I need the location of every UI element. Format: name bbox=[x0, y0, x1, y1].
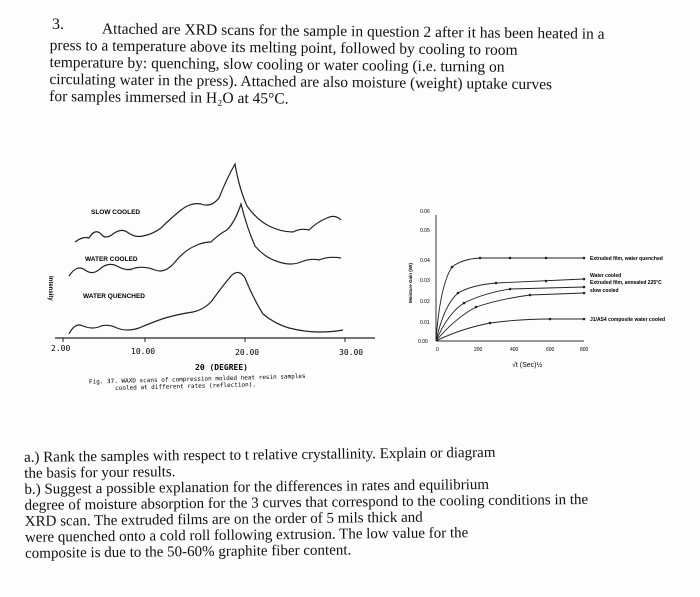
marker bbox=[488, 321, 492, 325]
xrd-tick-label-2: 10.00 bbox=[131, 347, 155, 356]
uptake-y-tick-1: 0.01 bbox=[420, 320, 430, 326]
legend-water-quenched: Extruded film, water quenched bbox=[590, 256, 663, 262]
uptake-x-tick-0: 0 bbox=[436, 347, 439, 353]
marker bbox=[494, 281, 498, 285]
uptake-y-tick-2: 0.02 bbox=[420, 299, 430, 305]
uptake-x-tick-4: 800 bbox=[580, 347, 589, 353]
xrd-curve-water-quenched bbox=[68, 271, 344, 335]
marker bbox=[544, 279, 548, 283]
marker bbox=[462, 301, 466, 305]
marker bbox=[508, 287, 512, 291]
marker bbox=[474, 305, 478, 309]
uptake-x-tick-1: 200 bbox=[474, 347, 483, 353]
uptake-legend: Extruded film, water quenched Water cool… bbox=[590, 256, 665, 323]
marker bbox=[582, 291, 586, 295]
xrd-caption-line-2: cooled at different rates (reflection). bbox=[115, 381, 256, 392]
question-number: 3. bbox=[52, 16, 64, 33]
legend-composite: J1/AS4 composite water cooled bbox=[590, 317, 665, 323]
uptake-y-tick-4: 0.04 bbox=[420, 258, 430, 264]
marker bbox=[548, 317, 552, 321]
xrd-x-axis-label: 2θ (DEGREE) bbox=[195, 363, 248, 372]
xrd-figure: Intensity SLOW COOLED WATER COOLED WATER… bbox=[47, 162, 375, 392]
xrd-caption: Fig. 37. WAXD scans of compression molde… bbox=[89, 373, 306, 392]
uptake-curve-water-quenched bbox=[435, 257, 584, 342]
uptake-y-ticks: 0.00 0.01 0.02 0.03 0.04 0.05 0.06 bbox=[418, 209, 430, 345]
uptake-x-tick-3: 600 bbox=[546, 347, 555, 353]
curve-label-water-cooled: WATER COOLED bbox=[85, 256, 138, 263]
marker bbox=[456, 291, 460, 295]
uptake-y-tick-6: 0.06 bbox=[420, 209, 430, 215]
curve-label-water-quenched: WATER QUENCHED bbox=[83, 293, 145, 300]
uptake-y-tick-5: 0.05 bbox=[420, 228, 430, 234]
intro-paragraph: Attached are XRD scans for the sample in… bbox=[49, 20, 650, 111]
marker bbox=[528, 293, 532, 297]
marker bbox=[450, 265, 454, 269]
uptake-curve-composite bbox=[435, 318, 584, 342]
legend-water-cooled: Water cooled bbox=[590, 273, 621, 279]
uptake-y-tick-3: 0.03 bbox=[420, 278, 430, 284]
uptake-curve-annealed bbox=[435, 286, 585, 342]
uptake-x-ticks: 0 200 400 600 800 bbox=[436, 347, 589, 353]
marker bbox=[582, 285, 586, 289]
marker bbox=[582, 277, 586, 281]
legend-slow-cooled: slow cooled bbox=[590, 288, 619, 294]
uptake-x-axis-label: √t (Sec)½ bbox=[512, 361, 542, 369]
uptake-y-axis-label: Moisture Gain (Wt) bbox=[408, 263, 413, 303]
xrd-tick-label-1: 2.00 bbox=[51, 344, 70, 353]
uptake-curve-slow-cooled bbox=[435, 292, 585, 342]
xrd-curve-slow-cooled bbox=[74, 162, 342, 243]
marker bbox=[582, 317, 586, 321]
moisture-uptake-figure: Moisture Gain (Wt) 0.00 0.01 0.02 0.03 0… bbox=[408, 209, 665, 369]
xrd-tick-label-3: 20.00 bbox=[235, 348, 259, 357]
marker bbox=[508, 256, 512, 260]
curve-label-slow-cooled: SLOW COOLED bbox=[91, 209, 140, 216]
legend-annealed: Extruded film, annealed 225°C bbox=[590, 280, 662, 286]
intro-line-5: for samples immersed in H₂O at 45°C. bbox=[49, 87, 289, 108]
xrd-tick-label-4: 30.00 bbox=[339, 348, 363, 357]
xrd-curve-water-cooled bbox=[68, 201, 342, 277]
questions-section: a.) Rank the samples with respect to t r… bbox=[10, 443, 691, 562]
uptake-x-tick-2: 400 bbox=[510, 347, 519, 353]
marker bbox=[582, 256, 586, 260]
marker bbox=[544, 256, 548, 260]
marker bbox=[478, 256, 482, 260]
uptake-y-tick-0: 0.00 bbox=[418, 339, 428, 345]
xrd-y-axis-label: Intensity bbox=[47, 276, 53, 301]
